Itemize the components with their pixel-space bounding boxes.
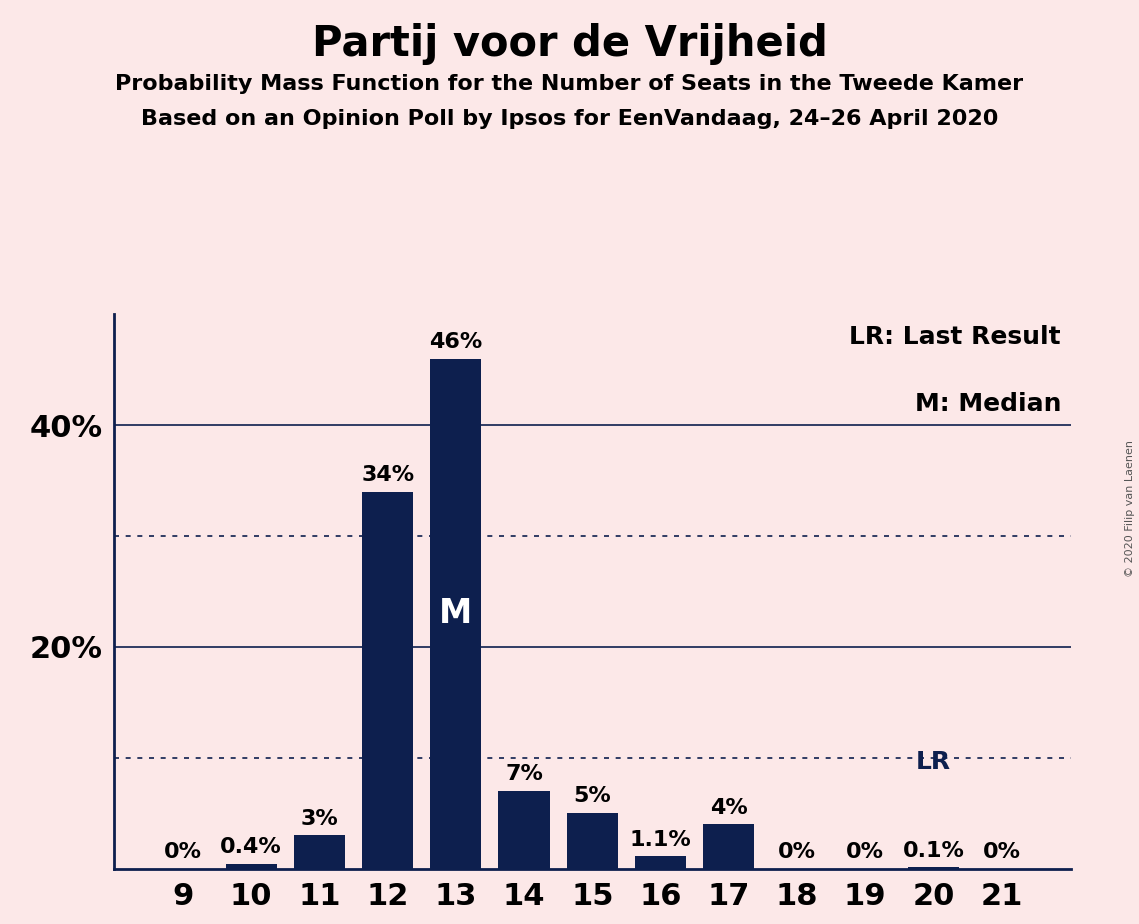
Bar [294, 835, 345, 869]
Text: 3%: 3% [301, 808, 338, 829]
Text: M: M [440, 597, 473, 630]
Text: LR: Last Result: LR: Last Result [850, 325, 1062, 349]
Text: 0.1%: 0.1% [902, 841, 965, 861]
Bar [431, 359, 482, 869]
Text: 7%: 7% [505, 764, 543, 784]
Text: 0%: 0% [846, 842, 884, 862]
Text: Partij voor de Vrijheid: Partij voor de Vrijheid [312, 23, 827, 65]
Bar [362, 492, 413, 869]
Text: © 2020 Filip van Laenen: © 2020 Filip van Laenen [1125, 440, 1134, 577]
Bar [634, 857, 686, 869]
Text: Probability Mass Function for the Number of Seats in the Tweede Kamer: Probability Mass Function for the Number… [115, 74, 1024, 94]
Text: 0%: 0% [164, 842, 202, 862]
Bar [226, 864, 277, 869]
Text: 4%: 4% [710, 797, 747, 818]
Bar [567, 813, 617, 869]
Text: 0.4%: 0.4% [220, 837, 282, 857]
Bar [703, 824, 754, 869]
Text: Based on an Opinion Poll by Ipsos for EenVandaag, 24–26 April 2020: Based on an Opinion Poll by Ipsos for Ee… [141, 109, 998, 129]
Bar [908, 868, 959, 869]
Text: M: Median: M: Median [915, 392, 1062, 416]
Text: 46%: 46% [429, 332, 483, 352]
Text: 0%: 0% [983, 842, 1021, 862]
Text: 34%: 34% [361, 465, 415, 485]
Text: 0%: 0% [778, 842, 816, 862]
Bar [499, 791, 550, 869]
Text: 1.1%: 1.1% [630, 830, 691, 850]
Text: 5%: 5% [573, 786, 612, 807]
Text: LR: LR [916, 750, 951, 774]
